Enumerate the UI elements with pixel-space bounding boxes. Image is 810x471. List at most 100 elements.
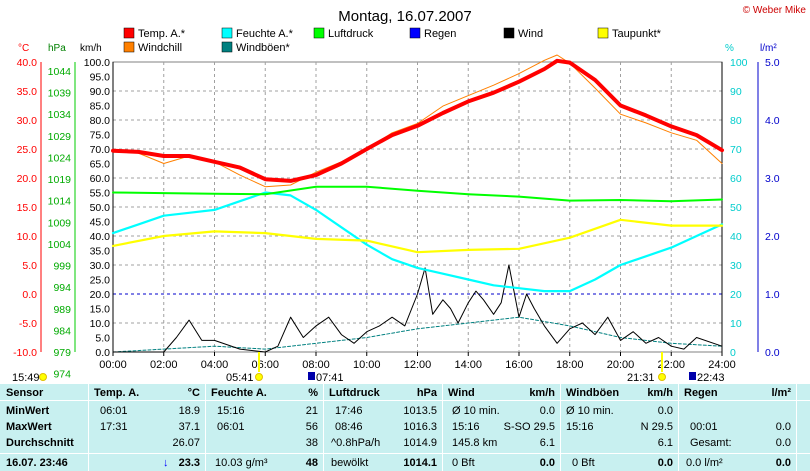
rain-tick-label: 2.0 [765,231,780,243]
kmh-tick-label: 100.0 [84,57,110,69]
kmh-tick-label: 65.0 [90,159,111,171]
header-press-unit: hPa [416,387,437,399]
min-temp-time: 06:01 [100,405,128,417]
sun-time-left: 15:49 [12,372,40,384]
max-hum-time: 06:01 [217,421,245,433]
credit-text: © Weber Mike [743,5,807,16]
temp-tick-label: -5.0 [19,318,37,330]
hpa-tick-label: 974 [53,369,71,381]
max-gust-time: 15:16 [566,421,594,433]
time-tick-label: 18:00 [556,359,584,371]
temp-tick-label: 25.0 [17,144,38,156]
now-press-state: bewölkt [331,457,369,469]
kmh-tick-label: 95.0 [90,72,111,84]
now-wind-bft: 0 Bft [452,457,475,469]
pct-tick-label: 100 [730,57,748,69]
temp-tick-label: 40.0 [17,57,38,69]
max-hum-value: 56 [305,421,318,433]
min-gust-value: 0.0 [657,405,673,417]
hpa-tick-label: 999 [53,261,71,273]
series-luftdruck-line [112,185,723,203]
time-tick-label: 02:00 [150,359,178,371]
moonrise-icon [308,372,315,380]
kmh-tick-label: 60.0 [90,173,111,185]
legend-label: Feuchte A.* [236,28,294,40]
min-hum-value: 21 [305,405,318,417]
pct-tick-label: 50 [730,202,742,214]
avg-wind-distance: 145.8 km [452,437,498,449]
chart-title: Montag, 16.07.2007 [338,8,471,25]
max-temp-time: 17:31 [100,421,128,433]
series-feuchte-a-line [111,191,724,293]
pct-tick-label: 90 [730,86,742,98]
pct-tick-label: 30 [730,260,742,272]
hpa-tick-label: 979 [53,347,71,359]
legend-label: Wind [518,28,543,40]
header-press: Luftdruck [329,387,380,399]
legend-swatch [597,27,609,39]
now-gust-value: 0.0 [657,457,673,469]
legend-swatch [123,27,135,39]
time-tick-label: 14:00 [454,359,482,371]
series-windb-en-line [112,316,723,353]
temp-tick-label: 30.0 [17,115,38,127]
hpa-tick-label: 1004 [48,239,72,251]
kmh-tick-label: 25.0 [90,275,111,287]
hpa-unit: hPa [48,43,66,54]
sunrise-icon [255,373,263,381]
time-tick-label: 04:00 [201,359,229,371]
now-hum-absolute: 10.03 g/m³ [215,457,268,469]
max-press-value: 1016.3 [403,421,437,433]
sunset-time: 21:31 [627,372,655,384]
now-gust-bft: 0 Bft [572,457,595,469]
pct-tick-label: 10 [730,318,742,330]
hpa-tick-label: 994 [53,282,71,294]
now-wind-value: 0.0 [539,457,555,469]
now-hum-value: 48 [305,457,318,469]
avg-press-trend: ^0.8hPa/h [331,437,381,449]
time-tick-label: 10:00 [353,359,381,371]
header-temp-unit: °C [187,387,200,399]
rain-unit: l/m² [760,43,777,54]
pct-tick-label: 60 [730,173,742,185]
min-gust-label: Ø 10 min. [566,405,614,417]
moonrise-time: 07:41 [316,372,344,384]
pct-tick-label: 70 [730,144,742,156]
rain-tick-label: 4.0 [765,115,780,127]
header-rain: Regen [684,387,718,399]
legend-swatch [123,41,135,53]
time-tick-label: 20:00 [607,359,635,371]
max-wind-direction: S-SO 29.5 [503,421,555,433]
hpa-tick-label: 1044 [48,66,72,78]
row-now-label: 16.07. 23:46 [6,457,68,469]
temp-unit: °C [18,43,29,54]
legend-label: Temp. A.* [138,28,186,40]
max-temp-value: 37.1 [178,421,200,433]
rain-tick-label: 5.0 [765,57,780,69]
temp-tick-label: 5.0 [22,260,37,272]
row-max-label: MaxWert [6,421,52,433]
left-axes: 40.0 35.0 30.0 25.0 20.0 15.0 10.0 5.0 0.0 -5.0 -1… [13,57,114,381]
series-taupunkt-line [111,218,724,254]
pct-tick-label: 80 [730,115,742,127]
kmh-tick-label: 50.0 [90,202,111,214]
avg-press-value: 1014.9 [403,437,437,449]
max-gust-direction: N 29.5 [640,421,673,433]
hpa-tick-label: 1029 [48,131,72,143]
rain-tick-label: 1.0 [765,289,780,301]
now-rain-value: 0.0 [775,457,791,469]
header-gust: Windböen [566,387,620,399]
header-wind-unit: km/h [529,387,555,399]
header-gust-unit: km/h [647,387,673,399]
max-rain-value: 0.0 [775,421,791,433]
min-wind-value: 0.0 [539,405,555,417]
kmh-tick-label: 85.0 [90,101,111,113]
kmh-tick-label: 75.0 [90,130,111,142]
sun-icon [39,373,47,381]
header-hum-unit: % [308,387,318,399]
min-wind-label: Ø 10 min. [452,405,500,417]
time-tick-label: 08:00 [302,359,330,371]
legend-label: Windchill [138,42,182,54]
time-tick-label: 22:00 [657,359,685,371]
